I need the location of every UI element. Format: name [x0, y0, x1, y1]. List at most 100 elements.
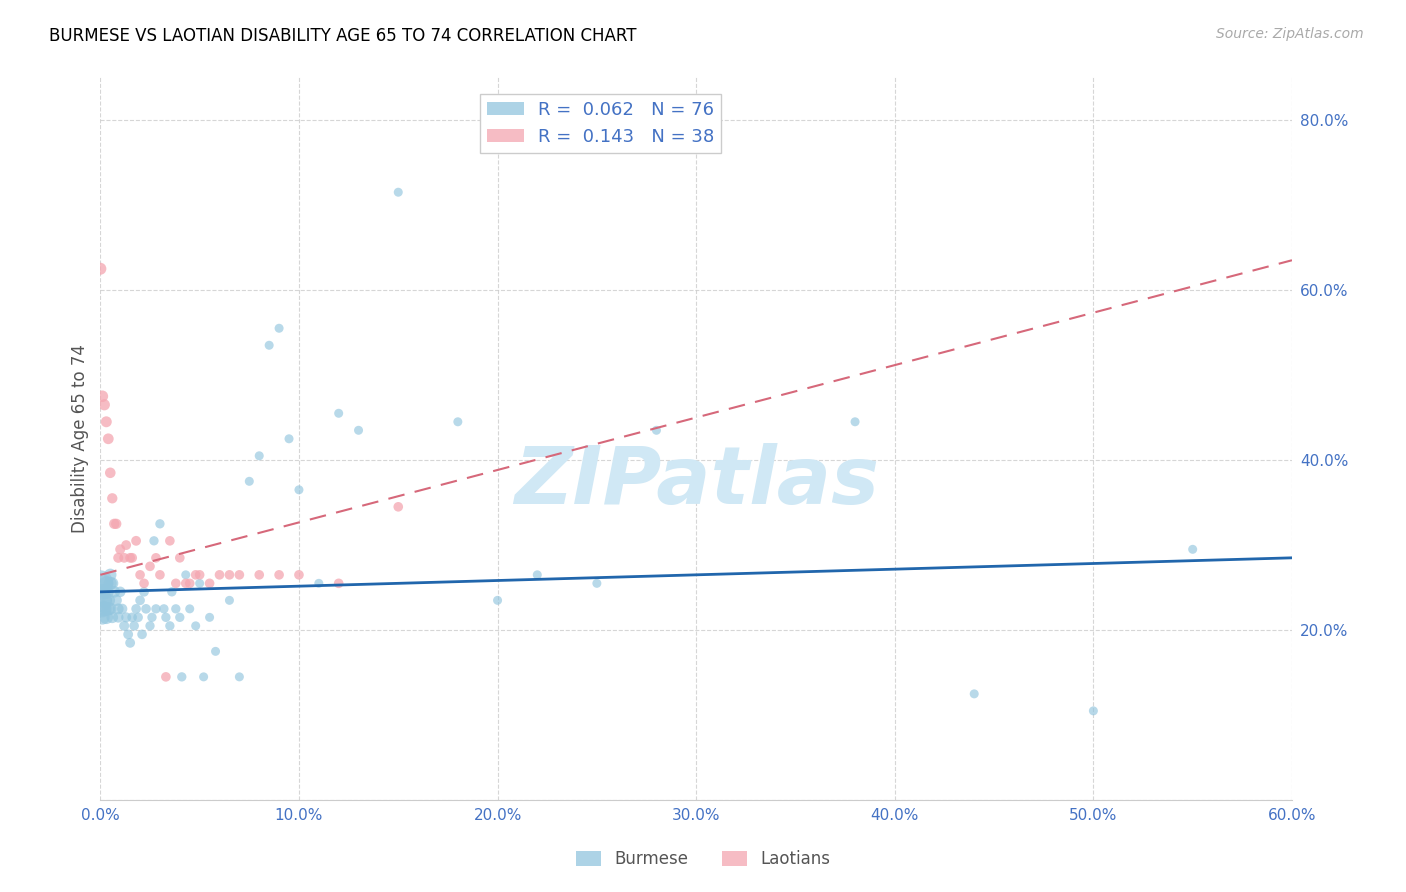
Burmese: [120, 636, 142, 650]
Laotians: [165, 576, 187, 591]
Laotians: [108, 542, 131, 557]
Burmese: [143, 533, 166, 548]
Laotians: [198, 576, 221, 591]
Burmese: [139, 619, 162, 633]
Burmese: [132, 584, 155, 599]
Burmese: [278, 432, 301, 446]
Burmese: [107, 610, 129, 624]
Burmese: [89, 576, 111, 591]
Burmese: [122, 619, 145, 633]
Laotians: [288, 567, 311, 582]
Burmese: [112, 619, 135, 633]
Laotians: [107, 550, 129, 565]
Burmese: [645, 423, 668, 437]
Burmese: [174, 567, 197, 582]
Burmese: [93, 602, 115, 616]
Burmese: [91, 602, 114, 616]
Burmese: [247, 449, 270, 463]
Burmese: [165, 602, 187, 616]
Text: ZIPatlas: ZIPatlas: [513, 443, 879, 521]
Laotians: [105, 516, 128, 531]
Laotians: [139, 559, 162, 574]
Burmese: [98, 567, 121, 582]
Laotians: [129, 567, 152, 582]
Burmese: [89, 593, 111, 607]
Burmese: [159, 619, 181, 633]
Laotians: [97, 432, 120, 446]
Laotians: [208, 567, 231, 582]
Burmese: [288, 483, 311, 497]
Burmese: [963, 687, 986, 701]
Laotians: [101, 491, 124, 506]
Burmese: [218, 593, 240, 607]
Burmese: [97, 593, 120, 607]
Burmese: [115, 610, 138, 624]
Burmese: [98, 576, 121, 591]
Burmese: [198, 610, 221, 624]
Laotians: [169, 550, 191, 565]
Burmese: [103, 584, 125, 599]
Burmese: [486, 593, 509, 607]
Burmese: [125, 602, 148, 616]
Laotians: [93, 398, 115, 412]
Burmese: [308, 576, 330, 591]
Laotians: [184, 567, 207, 582]
Burmese: [98, 602, 121, 616]
Burmese: [179, 602, 201, 616]
Burmese: [129, 593, 152, 607]
Burmese: [117, 627, 139, 641]
Burmese: [1083, 704, 1105, 718]
Laotians: [98, 466, 121, 480]
Burmese: [170, 670, 193, 684]
Burmese: [447, 415, 470, 429]
Laotians: [328, 576, 350, 591]
Laotians: [115, 538, 138, 552]
Legend: R =  0.062   N = 76, R =  0.143   N = 38: R = 0.062 N = 76, R = 0.143 N = 38: [481, 94, 721, 153]
Burmese: [105, 593, 128, 607]
Laotians: [145, 550, 167, 565]
Burmese: [107, 602, 129, 616]
Y-axis label: Disability Age 65 to 74: Disability Age 65 to 74: [72, 344, 89, 533]
Laotians: [218, 567, 240, 582]
Laotians: [188, 567, 211, 582]
Burmese: [101, 610, 124, 624]
Burmese: [387, 185, 409, 199]
Laotians: [112, 550, 135, 565]
Burmese: [155, 610, 177, 624]
Burmese: [93, 593, 115, 607]
Burmese: [96, 584, 118, 599]
Burmese: [169, 610, 191, 624]
Laotians: [89, 261, 111, 276]
Burmese: [101, 576, 124, 591]
Burmese: [586, 576, 609, 591]
Burmese: [153, 602, 176, 616]
Laotians: [159, 533, 181, 548]
Burmese: [135, 602, 157, 616]
Burmese: [844, 415, 866, 429]
Burmese: [228, 670, 250, 684]
Text: BURMESE VS LAOTIAN DISABILITY AGE 65 TO 74 CORRELATION CHART: BURMESE VS LAOTIAN DISABILITY AGE 65 TO …: [49, 27, 637, 45]
Burmese: [96, 576, 118, 591]
Burmese: [121, 610, 143, 624]
Burmese: [328, 406, 350, 420]
Burmese: [93, 576, 115, 591]
Laotians: [91, 389, 114, 403]
Burmese: [141, 610, 163, 624]
Burmese: [91, 584, 114, 599]
Laotians: [269, 567, 291, 582]
Burmese: [257, 338, 280, 352]
Burmese: [96, 610, 118, 624]
Burmese: [127, 610, 149, 624]
Laotians: [103, 516, 125, 531]
Laotians: [179, 576, 201, 591]
Legend: Burmese, Laotians: Burmese, Laotians: [569, 844, 837, 875]
Laotians: [120, 550, 142, 565]
Burmese: [160, 584, 183, 599]
Burmese: [526, 567, 548, 582]
Laotians: [247, 567, 270, 582]
Burmese: [193, 670, 215, 684]
Burmese: [204, 644, 226, 658]
Burmese: [1181, 542, 1204, 557]
Burmese: [91, 610, 114, 624]
Burmese: [145, 602, 167, 616]
